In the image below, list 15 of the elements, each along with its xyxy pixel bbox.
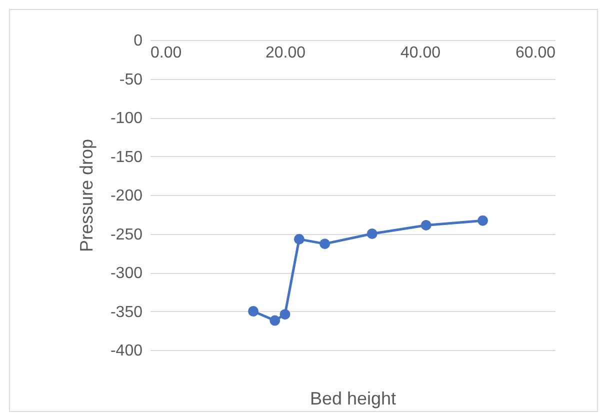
y-tick-label: -200 xyxy=(110,188,143,204)
x-tick-label: 40.00 xyxy=(400,44,441,62)
y-tick-label: -100 xyxy=(110,110,143,127)
y-tick-label: -300 xyxy=(110,265,143,282)
y-axis-title: Pressure drop xyxy=(76,138,96,252)
y-tick-label: -400 xyxy=(110,342,143,360)
y-tick-label: 0 xyxy=(134,32,143,50)
y-tick-label: -250 xyxy=(110,226,143,244)
y-tick-label: -350 xyxy=(110,304,143,321)
y-tick-label: -50 xyxy=(119,71,143,88)
y-tick-label: -150 xyxy=(110,148,143,166)
x-axis-title: Bed height xyxy=(310,388,396,408)
x-tick-label: 60.00 xyxy=(515,44,556,62)
x-tick-label: 20.00 xyxy=(265,44,306,62)
x-tick-label: 0.00 xyxy=(150,44,182,62)
